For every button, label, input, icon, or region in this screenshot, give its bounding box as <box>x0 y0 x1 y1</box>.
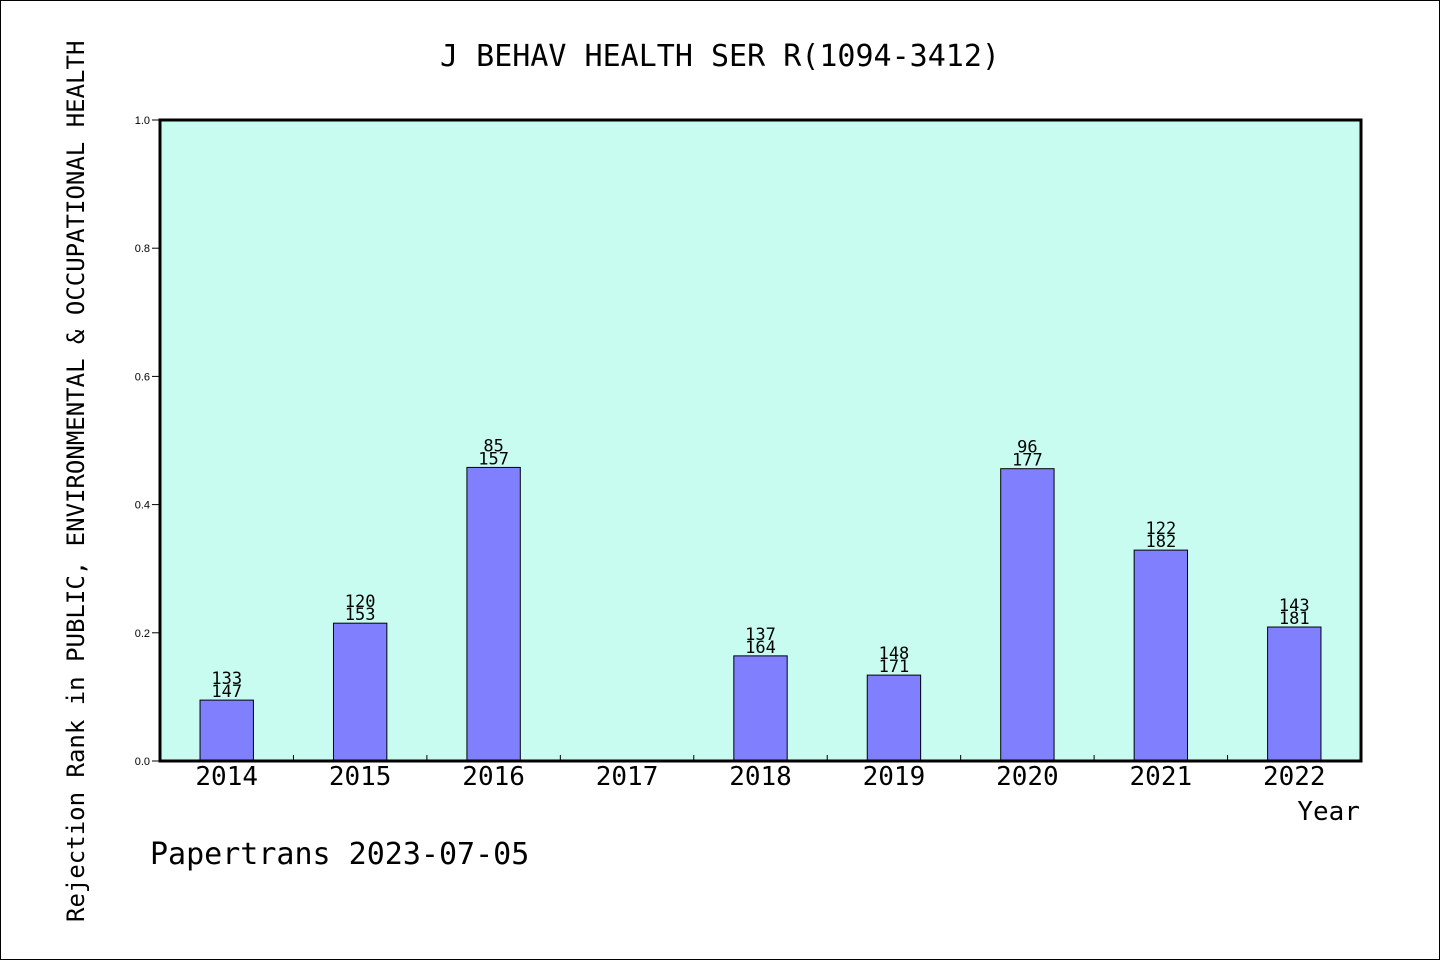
chart-title: J BEHAV HEALTH SER R(1094-3412) <box>440 39 1000 74</box>
bar-2019 <box>866 674 922 762</box>
bar-2018 <box>733 655 788 762</box>
rank-label-2014: 133 <box>211 669 242 689</box>
plot-frame <box>158 118 1363 763</box>
x-tick-label-2022: 2022 <box>1263 762 1326 792</box>
bar-2022 <box>1267 626 1322 762</box>
total-label-2015: 153 <box>345 605 376 625</box>
rank-label-2020: 96 <box>1017 438 1037 458</box>
rank-label-2022: 143 <box>1279 596 1310 616</box>
y-axis-label: Rejection Rank in PUBLIC, ENVIRONMENTAL … <box>62 41 90 922</box>
x-tick-label-2020: 2020 <box>996 762 1059 792</box>
footer-credit: Papertrans 2023-07-05 <box>150 837 529 872</box>
y-tick-label: 0.8 <box>135 243 150 255</box>
y-tick-label: 0.6 <box>135 371 150 383</box>
rank-label-2018: 137 <box>745 625 776 645</box>
bar-2020 <box>1000 468 1055 762</box>
bar-2016 <box>466 466 521 762</box>
y-tick-label: 0.4 <box>135 500 150 512</box>
total-label-2016: 157 <box>478 449 509 469</box>
bar-2021 <box>1133 549 1189 762</box>
y-tick-label: 0.2 <box>135 628 150 640</box>
bar-2015 <box>332 622 388 762</box>
x-tick-label-2015: 2015 <box>329 762 392 792</box>
rank-label-2015: 120 <box>345 592 376 612</box>
total-label-2020: 177 <box>1012 451 1043 471</box>
total-label-2019: 171 <box>879 657 910 677</box>
rank-label-2021: 122 <box>1145 519 1176 539</box>
rank-label-2019: 148 <box>879 644 910 664</box>
x-tick-label-2014: 2014 <box>195 762 258 792</box>
y-tick-label: 0.0 <box>135 756 150 768</box>
total-label-2014: 147 <box>211 682 242 702</box>
total-label-2022: 181 <box>1279 609 1310 629</box>
bar-2014 <box>199 699 254 762</box>
x-axis-label: Year <box>1297 797 1360 827</box>
x-tick-label-2021: 2021 <box>1130 762 1193 792</box>
x-tick-label-2017: 2017 <box>596 762 659 792</box>
total-label-2021: 182 <box>1145 532 1176 552</box>
y-tick-label: 1.0 <box>135 115 150 127</box>
rank-label-2016: 85 <box>483 436 503 456</box>
x-tick-label-2019: 2019 <box>863 762 926 792</box>
x-tick-label-2018: 2018 <box>729 762 792 792</box>
x-tick-label-2016: 2016 <box>462 762 525 792</box>
total-label-2018: 164 <box>745 638 776 658</box>
